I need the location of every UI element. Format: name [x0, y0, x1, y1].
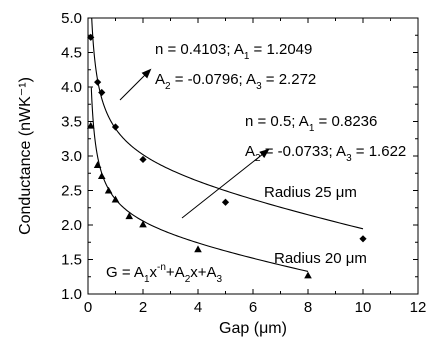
triangle-point	[97, 172, 106, 180]
triangle-point	[139, 220, 147, 228]
arrow-bottom-fit	[181, 148, 270, 219]
diamond-point	[87, 33, 95, 41]
y-tick-labels: 1.0 1.5 2.0 2.5 3.0 3.5 4.0 4.5 5.0	[61, 10, 82, 303]
x-tick-label: 6	[249, 299, 257, 316]
y-tick-label: 1.5	[61, 252, 82, 269]
x-tick-label: 12	[410, 299, 427, 316]
triangle-point	[111, 195, 120, 203]
triangle-point	[93, 161, 102, 169]
fit-label-top-line1: n = 0.4103; A1 = 1.2049	[155, 41, 312, 62]
y-axis-title: Conductance (nWK⁻¹)	[17, 77, 34, 235]
triangle-point	[104, 186, 113, 194]
y-tick-label: 3.0	[61, 148, 82, 165]
x-tick-labels: 0 2 4 6 8 10 12	[84, 299, 427, 316]
fit-label-bottom-line2: A2 = -0.0733; A3 = 1.622	[245, 143, 406, 164]
triangle-point	[304, 271, 312, 279]
x-tick-label: 2	[139, 299, 147, 316]
y-tick-label: 5.0	[61, 10, 82, 27]
diamond-point	[98, 88, 106, 97]
triangle-point	[125, 212, 134, 220]
fit-label-bottom-line1: n = 0.5; A1 = 0.8236	[245, 113, 377, 134]
series-label-radius-20: Radius 20 μm	[274, 250, 367, 267]
diamond-point	[139, 155, 147, 164]
series-label-radius-25: Radius 25 μm	[264, 184, 357, 201]
series-radius-20-points	[86, 121, 312, 279]
x-tick-label: 10	[355, 299, 372, 316]
y-tick-label: 4.0	[61, 79, 82, 96]
triangle-point	[86, 121, 95, 129]
diamond-point	[359, 235, 367, 243]
diamond-point	[111, 123, 120, 131]
series-radius-25-points	[87, 33, 367, 243]
y-tick-label: 2.0	[61, 217, 82, 234]
diamond-point	[221, 198, 230, 206]
x-tick-label: 4	[194, 299, 202, 316]
x-axis-title: Gap (μm)	[219, 320, 287, 337]
x-tick-label: 8	[304, 299, 312, 316]
model-equation: G = A1x-n+A2x+A3	[106, 262, 223, 285]
x-tick-label: 0	[84, 299, 92, 316]
y-tick-label: 2.5	[61, 183, 82, 200]
y-tick-label: 3.5	[61, 114, 82, 131]
fit-label-top-line2: A2 = -0.0796; A3 = 2.272	[155, 71, 316, 92]
y-tick-label: 4.5	[61, 45, 82, 62]
y-tick-label: 1.0	[61, 286, 82, 303]
diamond-point	[94, 78, 102, 86]
triangle-point	[194, 245, 202, 253]
arrow-top-fit	[119, 68, 152, 101]
